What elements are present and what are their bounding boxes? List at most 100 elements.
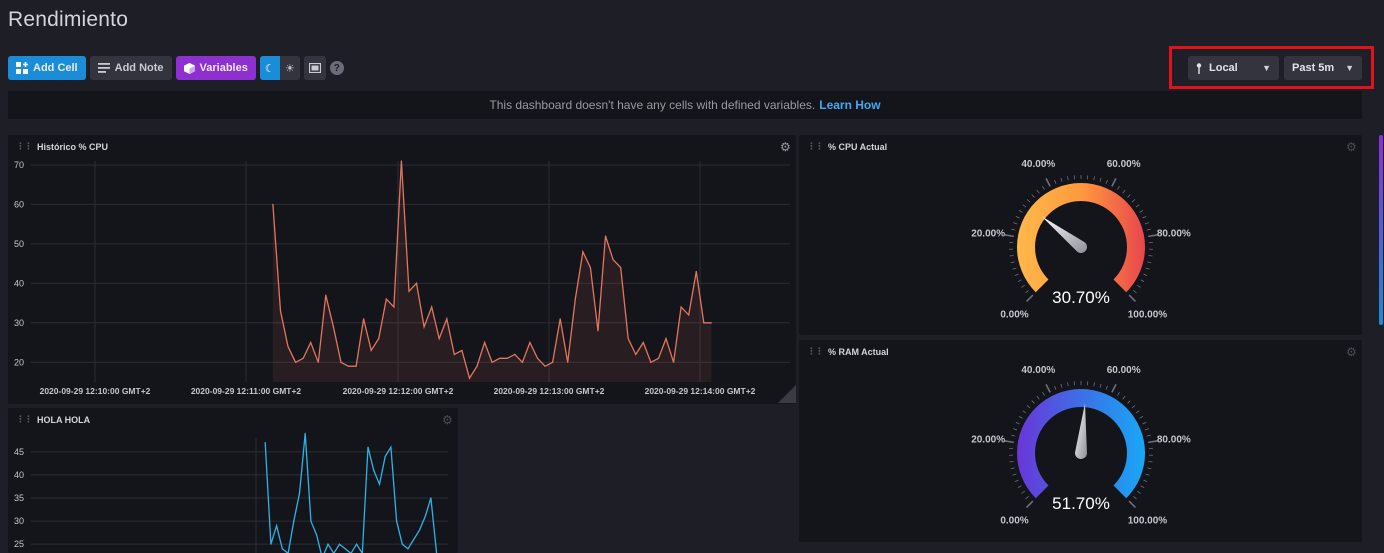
gauge-tick <box>1022 204 1027 208</box>
cell-title: % RAM Actual <box>828 346 889 357</box>
data-point <box>279 310 282 312</box>
data-point <box>287 345 289 348</box>
data-point <box>332 326 334 328</box>
sun-icon[interactable]: ☀ <box>284 62 295 75</box>
gauge-tick <box>1025 500 1034 509</box>
gauge-tick <box>1022 410 1027 414</box>
data-point <box>438 337 440 340</box>
gauge-tick <box>1042 185 1045 190</box>
hola-chart: 25 30 35 40 45 <box>14 432 448 553</box>
gear-icon[interactable]: ⚙ <box>1346 345 1357 359</box>
help-icon[interactable]: ? <box>329 61 344 75</box>
gauge-tick <box>1060 177 1063 182</box>
gauge-tick <box>1148 461 1153 463</box>
data-point <box>270 543 272 545</box>
data-point <box>476 365 478 367</box>
timezone-dropdown[interactable]: Local ▼ <box>1188 56 1279 80</box>
cell-header: ⋮⋮ HOLA HOLA <box>16 414 90 425</box>
data-point <box>597 330 599 332</box>
gauge-tick <box>1009 461 1014 463</box>
gauge-tick <box>1018 416 1023 419</box>
gauge-tick <box>1131 199 1136 203</box>
gauge-tick <box>1146 228 1151 231</box>
timerange-dropdown[interactable]: Past 5m ▼ <box>1284 56 1362 80</box>
drag-handle-icon[interactable]: ⋮⋮ <box>807 346 824 356</box>
data-point <box>589 266 592 269</box>
presentation-mode-button[interactable] <box>303 56 326 80</box>
gauge-tick <box>1117 185 1120 190</box>
gauge-label: 20.00% <box>971 228 1005 239</box>
gauge-tick <box>1010 467 1015 470</box>
gauge-tick <box>1148 234 1158 238</box>
theme-toggle[interactable]: ☾ ☀ <box>259 56 300 80</box>
gear-icon[interactable]: ⚙ <box>1346 140 1357 154</box>
data-point <box>302 357 304 359</box>
gauge-tick <box>1054 385 1057 390</box>
scrollbar[interactable] <box>1379 135 1383 325</box>
y-tick-label: 40 <box>14 470 24 480</box>
drag-handle-icon[interactable]: ⋮⋮ <box>807 141 824 151</box>
gauge-tick <box>1017 485 1022 489</box>
y-tick-label: 35 <box>14 493 24 503</box>
cpu-history-chart: 20 30 40 50 60 70 2020-09-29 12:10:00 GMT+2 202… <box>14 160 796 403</box>
moon-icon[interactable]: ☾ <box>259 56 280 80</box>
notice-text: This dashboard doesn't have any cells wi… <box>489 98 816 112</box>
gauge-tick <box>1148 255 1153 257</box>
data-point <box>635 353 637 355</box>
gauge-tick <box>1140 279 1145 283</box>
variables-button[interactable]: Variables <box>175 56 256 80</box>
y-tick-label: 25 <box>14 539 24 549</box>
data-point <box>408 290 410 292</box>
gauge-tick <box>1093 382 1095 387</box>
drag-handle-icon[interactable]: ⋮⋮ <box>16 414 33 424</box>
data-point <box>367 446 369 448</box>
gauge-tick <box>1013 222 1018 225</box>
data-point <box>370 349 372 352</box>
data-point <box>650 361 652 363</box>
x-tick-label: 2020-09-29 12:13:00 GMT+2 <box>494 386 605 396</box>
drag-handle-icon[interactable]: ⋮⋮ <box>16 141 33 151</box>
data-point <box>567 361 569 363</box>
gear-icon[interactable]: ⚙ <box>780 140 791 154</box>
gauge-tick <box>1105 385 1108 390</box>
gauge-tick <box>1021 490 1025 494</box>
data-point <box>461 349 463 352</box>
gauge-tick <box>1144 428 1149 431</box>
gauge-tick <box>1011 434 1016 437</box>
gauge-tick <box>1133 290 1137 294</box>
learn-how-link[interactable]: Learn How <box>819 98 881 112</box>
gauge-tick <box>1013 428 1018 431</box>
gauge-tick <box>1026 199 1031 203</box>
y-tick-label: 45 <box>14 447 24 457</box>
gauge-label: 0.00% <box>1000 515 1028 526</box>
cell-title: HOLA HOLA <box>37 414 91 425</box>
gear-icon[interactable]: ⚙ <box>442 413 453 427</box>
add-cell-button[interactable]: Add Cell <box>8 56 86 80</box>
data-point <box>491 361 493 363</box>
gauge-tick <box>1026 405 1031 409</box>
data-point <box>347 365 350 367</box>
gauge-tick <box>1031 400 1035 404</box>
note-icon <box>97 63 110 73</box>
data-point <box>483 341 486 344</box>
data-point <box>407 548 409 550</box>
add-note-button[interactable]: Add Note <box>89 56 172 80</box>
gauge-tick <box>1137 284 1141 288</box>
data-point <box>521 361 523 363</box>
series-line <box>264 433 438 553</box>
gauge-tick <box>1025 496 1029 500</box>
x-tick-label: 2020-09-29 12:10:00 GMT+2 <box>40 386 151 396</box>
data-point <box>559 318 561 320</box>
gauge-tick <box>1122 189 1126 194</box>
gauge-arc <box>1017 389 1145 499</box>
gauge-tick <box>1140 485 1145 489</box>
gauge-tick <box>1018 210 1023 213</box>
gauge-needle <box>1075 403 1087 459</box>
data-point <box>672 361 675 363</box>
y-tick-label: 50 <box>14 239 24 249</box>
cpu-history-cell: ⋮⋮ Histórico % CPU ⚙ 20 30 40 50 60 70 2020-09… <box>8 135 796 404</box>
data-point <box>695 270 697 273</box>
gauge-tick <box>1143 479 1148 482</box>
data-point <box>338 543 341 545</box>
gauge-tick <box>1135 204 1140 208</box>
